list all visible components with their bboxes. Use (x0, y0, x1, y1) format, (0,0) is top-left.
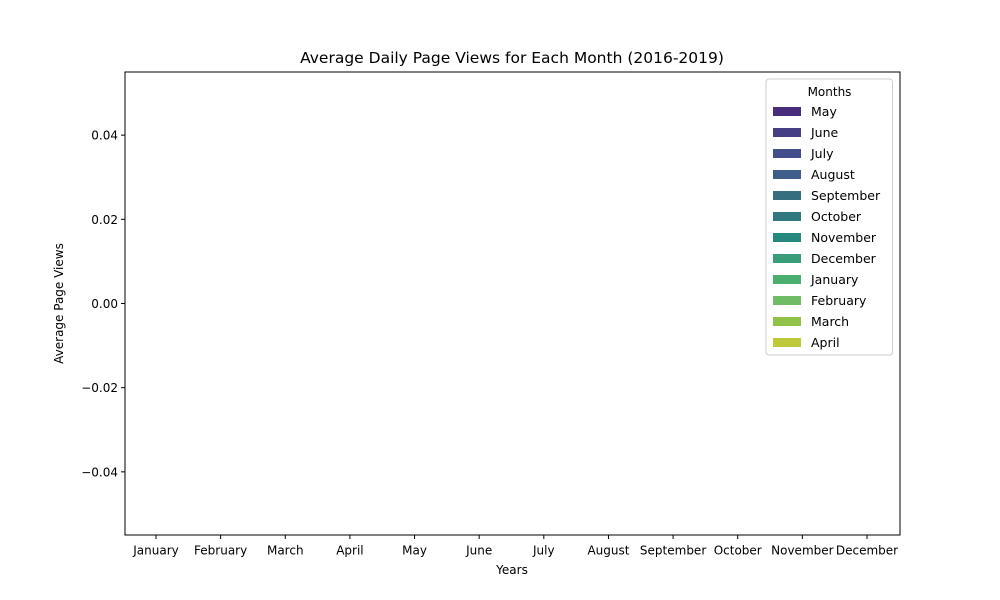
legend-swatch (773, 128, 801, 137)
y-tick-label: 0.00 (91, 297, 118, 311)
y-axis-label: Average Page Views (52, 243, 66, 364)
legend-label: January (810, 272, 859, 287)
y-tick-label: 0.04 (91, 129, 118, 143)
y-tick-label: 0.02 (91, 213, 118, 227)
x-tick-label: June (465, 544, 492, 558)
legend: Months May June July August September October… (765, 78, 893, 356)
legend-swatch (773, 317, 801, 326)
legend-label: June (810, 125, 839, 140)
y-tick-label: −0.02 (81, 381, 118, 395)
legend-items: May June July August September October Novembe… (773, 104, 881, 350)
y-tick-label: −0.04 (81, 465, 118, 479)
y-axis: −0.04 −0.02 0.00 0.02 0.04 (81, 129, 125, 479)
legend-swatch (773, 191, 801, 200)
x-tick-label: January (132, 544, 179, 558)
legend-label: May (811, 104, 837, 119)
legend-swatch (773, 254, 801, 263)
legend-swatch (773, 107, 801, 116)
x-axis: January February March April May June July Augu… (132, 535, 898, 558)
x-tick-label: April (336, 544, 363, 558)
x-tick-label: July (532, 544, 555, 558)
x-axis-label: Years (495, 563, 528, 577)
legend-swatch (773, 338, 801, 347)
legend-label: September (811, 188, 881, 203)
legend-label: February (811, 293, 867, 308)
legend-swatch (773, 275, 801, 284)
legend-swatch (773, 170, 801, 179)
legend-swatch (773, 212, 801, 221)
x-tick-label: December (836, 544, 898, 558)
legend-label: August (811, 167, 855, 182)
legend-swatch (773, 149, 801, 158)
x-tick-label: November (771, 544, 833, 558)
legend-label: April (811, 335, 840, 350)
legend-label: November (811, 230, 877, 245)
x-tick-label: August (587, 544, 629, 558)
legend-label: March (811, 314, 849, 329)
legend-label: July (810, 146, 834, 161)
legend-swatch (773, 296, 801, 305)
legend-swatch (773, 233, 801, 242)
x-tick-label: February (194, 544, 247, 558)
x-tick-label: September (640, 544, 706, 558)
chart-title: Average Daily Page Views for Each Month … (300, 49, 724, 67)
x-tick-label: March (267, 544, 304, 558)
legend-title: Months (808, 85, 852, 99)
legend-label: December (811, 251, 877, 266)
x-tick-label: October (714, 544, 762, 558)
legend-label: October (811, 209, 862, 224)
legend-frame (765, 78, 893, 356)
x-tick-label: May (402, 544, 427, 558)
